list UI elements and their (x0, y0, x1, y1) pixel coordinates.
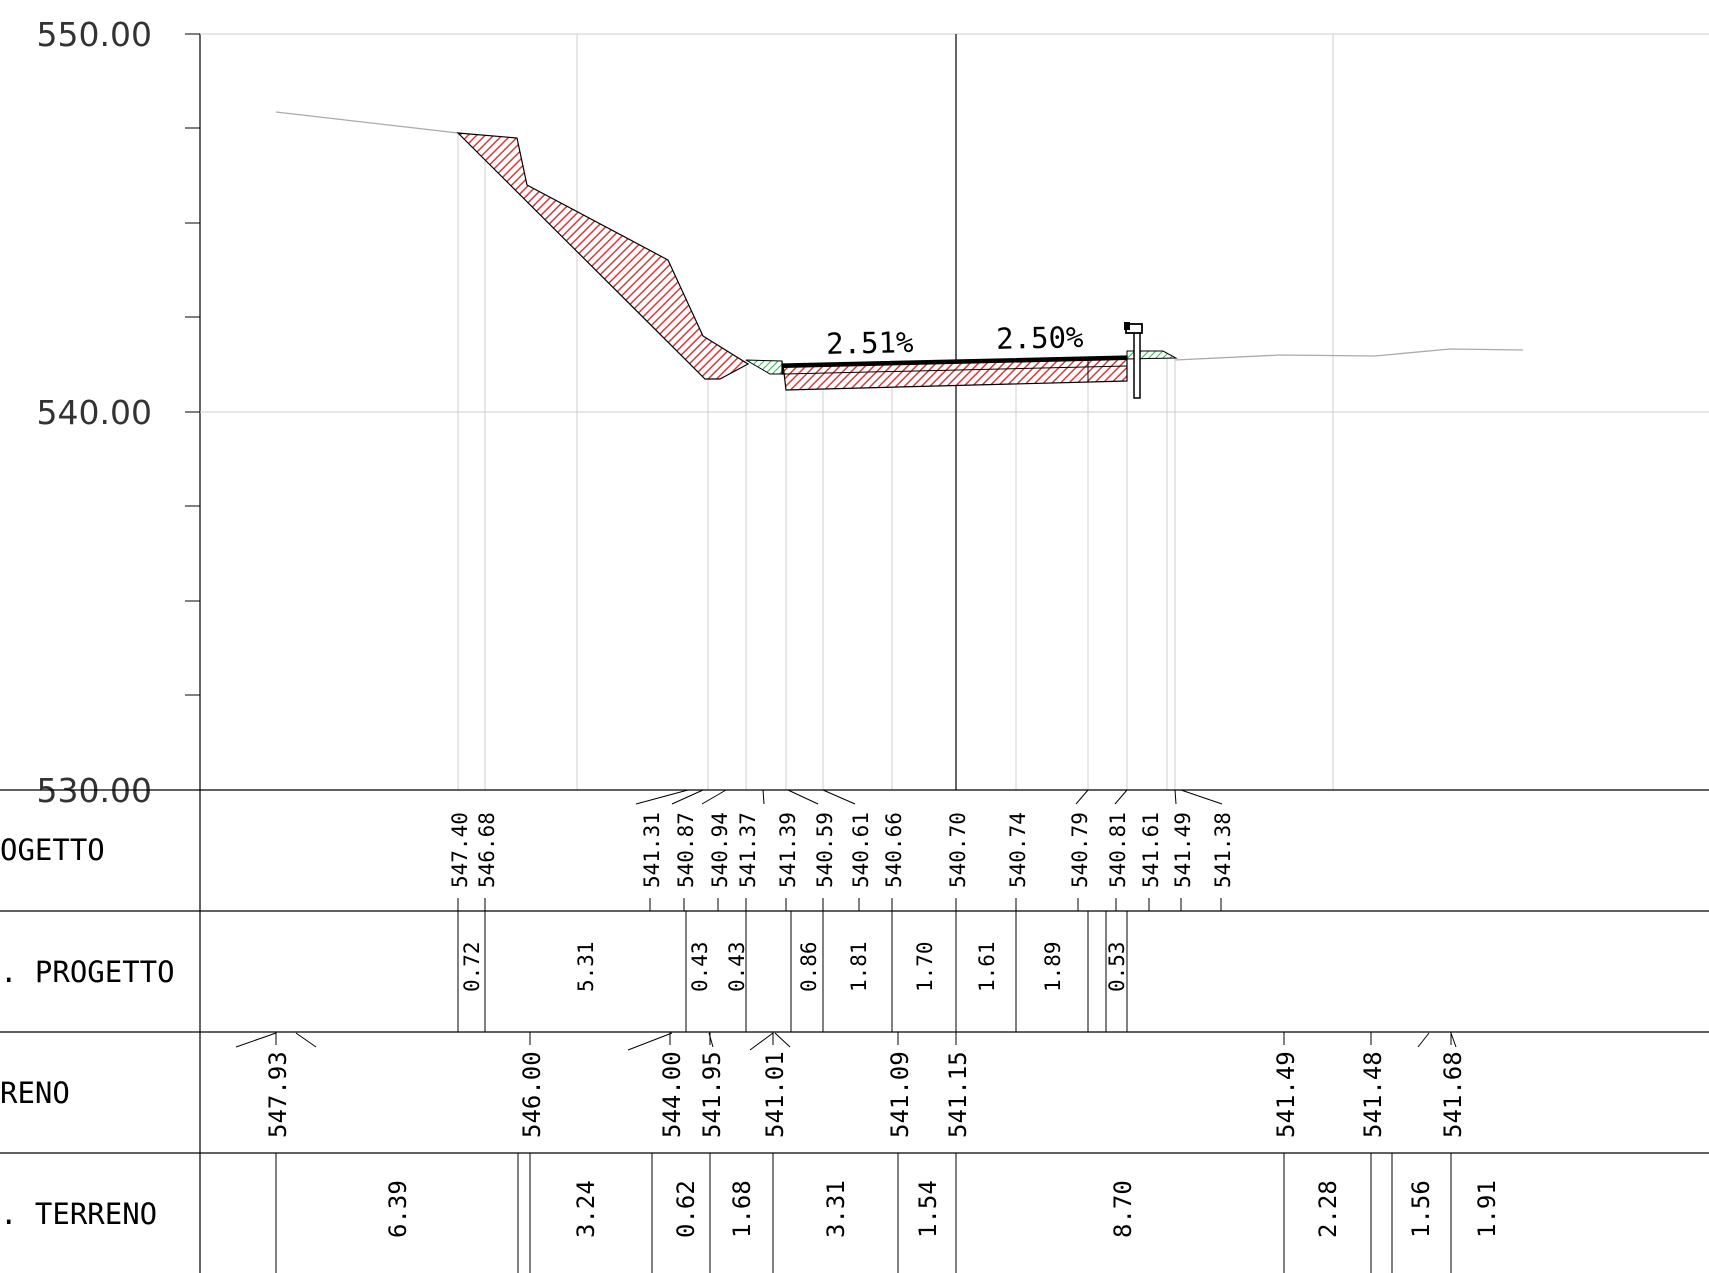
design-elevation-label: 546.68 (475, 812, 499, 888)
design-distance-label: 5.31 (574, 941, 598, 992)
design-elevation-label: 540.59 (813, 812, 837, 888)
design-distance-label: 0.86 (797, 941, 821, 992)
design-elevation-label: 540.81 (1106, 812, 1130, 888)
design-elevation-label: 540.79 (1068, 812, 1092, 888)
design-elevation-label: 541.38 (1211, 812, 1235, 888)
terrain-distance-label: 0.62 (672, 1180, 700, 1238)
kerb-left (781, 361, 786, 375)
guide-lines (457, 133, 1176, 790)
grid-lines (200, 33, 1709, 790)
design-elevation-label: 540.66 (882, 812, 906, 888)
leader-line (1180, 789, 1223, 805)
row-quote-terreno: 547.93 546.00 544.00 541.95 541.01 541.09 541.… (235, 1032, 1467, 1138)
terrain-elevation-label: 541.68 (1439, 1051, 1467, 1138)
leader-line (774, 1032, 791, 1048)
terrain-elevation-label: 541.48 (1359, 1051, 1387, 1138)
row-header-quote-terreno: RENO (0, 1076, 70, 1110)
row-header-dist-terreno: . TERRENO (0, 1197, 157, 1231)
terrain-distance-label: 1.91 (1473, 1180, 1501, 1238)
design-elevation-label: 540.87 (674, 812, 698, 888)
design-distance-label: 0.53 (1105, 941, 1129, 992)
terrain-elevation-label: 547.93 (264, 1051, 292, 1138)
design-elevation-label: 541.49 (1171, 812, 1195, 888)
design-elevation-label: 541.31 (640, 812, 664, 888)
leader-line (235, 1032, 277, 1048)
design-elevation-label: 540.61 (849, 812, 873, 888)
design-elevation-label: 547.40 (448, 812, 472, 888)
terrain-elevation-label: 544.00 (658, 1051, 686, 1138)
leader-line (749, 1032, 774, 1051)
terrain-distance-label: 8.70 (1109, 1180, 1137, 1238)
design-distance-label: 1.89 (1041, 941, 1065, 992)
leader-line (1174, 789, 1177, 805)
terrain-elevation-label: 541.95 (698, 1051, 726, 1138)
leader-line (1114, 789, 1128, 805)
leader-line (627, 1032, 673, 1051)
terrain-distance-label: 1.68 (728, 1180, 756, 1238)
design-elevation-label: 541.39 (776, 812, 800, 888)
design-distance-label: 0.72 (460, 941, 484, 992)
leader-line (1075, 789, 1089, 805)
elevation-label-mid: 540.00 (37, 393, 152, 432)
row-quote-progetto: 547.40 546.68 541.31 540.87 540.94 541.37 541.… (448, 789, 1235, 911)
design-distance-label: 1.70 (913, 941, 937, 992)
terrain-elevation-label: 541.49 (1272, 1051, 1300, 1138)
terrain-elevation-label: 546.00 (518, 1051, 546, 1138)
design-distance-label: 1.61 (975, 941, 999, 992)
terrain-distance-label: 6.39 (384, 1180, 412, 1238)
row-header-quote-progetto: OGETTO (0, 833, 105, 867)
slope-left-label: 2.51% (826, 325, 914, 361)
leader-line (708, 1032, 714, 1048)
terrain-distance-label: 1.56 (1407, 1180, 1435, 1238)
design-distance-label: 0.43 (688, 941, 712, 992)
design-elevation-label: 540.74 (1006, 812, 1030, 888)
terrain-line-left (275, 111, 459, 134)
design-elevation-label: 540.70 (946, 812, 970, 888)
leader-line (1417, 1032, 1430, 1048)
terrain-elevation-label: 541.15 (944, 1051, 972, 1138)
design-elevation-label: 540.94 (708, 812, 732, 888)
guardrail-icon (1124, 322, 1143, 399)
terrain-distance-label: 1.54 (914, 1180, 942, 1238)
terrain-line-right (1174, 348, 1524, 361)
terrain-elevation-label: 541.09 (886, 1051, 914, 1138)
pavement-layer-line (784, 365, 1128, 375)
leader-line (671, 789, 704, 805)
slope-right-label: 2.50% (996, 320, 1084, 356)
cut-slope-hatch (456, 132, 750, 380)
terrain-distance-label: 3.31 (822, 1180, 850, 1238)
leader-line (1450, 1032, 1457, 1048)
fill-area-left (745, 359, 784, 375)
design-distance-label: 1.81 (847, 941, 871, 992)
leader-line (762, 789, 765, 805)
leader-line (787, 789, 819, 805)
terrain-distance-label: 2.28 (1314, 1180, 1342, 1238)
design-elevation-label: 541.61 (1139, 812, 1163, 888)
terrain-distance-label: 3.24 (572, 1180, 600, 1238)
leader-line (295, 1032, 317, 1048)
axis-ticks (185, 33, 200, 696)
design-distance-label: 0.43 (725, 941, 749, 992)
terrain-elevation-label: 541.01 (761, 1051, 789, 1138)
design-elevation-label: 541.37 (736, 812, 760, 888)
data-table-frame (0, 789, 1709, 1154)
leader-line (635, 789, 689, 805)
pavement-top-layer (782, 356, 1128, 368)
leader-line (701, 789, 727, 805)
elevation-label-max: 550.00 (37, 15, 152, 54)
row-header-dist-progetto: . PROGETTO (0, 955, 175, 989)
row-dist-progetto: 0.72 5.31 0.43 0.43 0.86 1.81 1.70 1.61 1.89 0.53 (457, 911, 1129, 1032)
row-dist-terreno: 6.39 3.24 0.62 1.68 3.31 1.54 8.70 2.28 1.56 1.91 (275, 1153, 1501, 1273)
leader-line (822, 789, 856, 805)
